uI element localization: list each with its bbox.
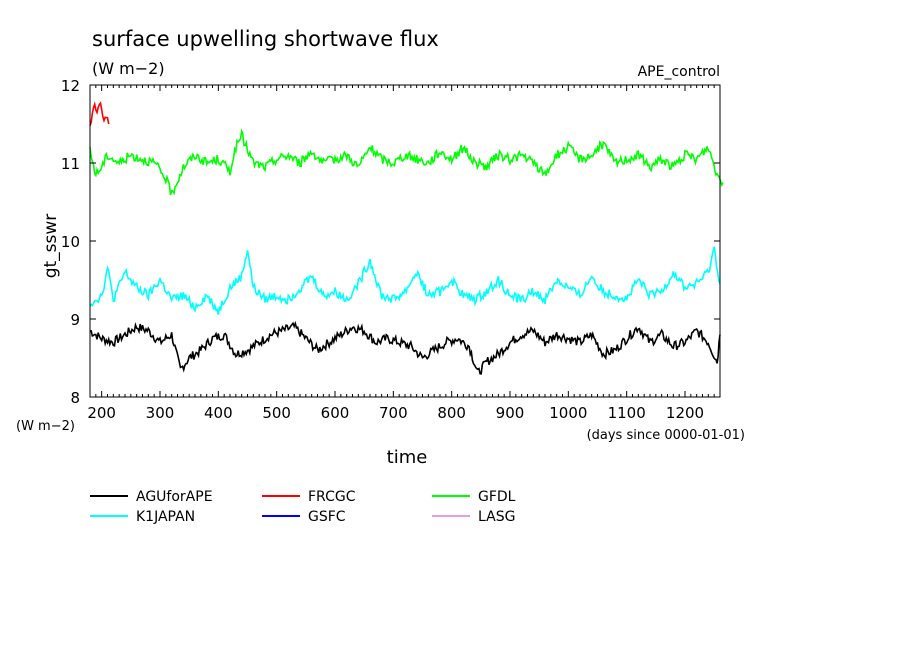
legend-label-k1japan: K1JAPAN <box>136 509 195 525</box>
chart-title: surface upwelling shortwave flux <box>92 27 439 51</box>
x-tick-label: 1100 <box>608 404 646 422</box>
x-tick-label: 600 <box>321 404 350 422</box>
x-tick-label: 1200 <box>666 404 704 422</box>
x-tick-label: 1000 <box>549 404 587 422</box>
legend-label-gsfc: GSFC <box>308 509 346 525</box>
y-tick-label: 8 <box>70 389 80 407</box>
x-axis-label: time <box>387 447 428 468</box>
series-line-gfdl <box>89 127 724 196</box>
series-line-frcgc <box>89 101 110 127</box>
y-tick-label: 12 <box>61 77 80 95</box>
experiment-label: APE_control <box>638 64 720 80</box>
x-tick-label: 500 <box>262 404 291 422</box>
chart-units: (W m−2) <box>92 59 165 78</box>
legend: AGUforAPE FRCGC GFDL K1JAPAN GSFC LASG <box>90 489 516 525</box>
legend-label-frcgc: FRCGC <box>308 489 356 505</box>
x-tick-label: 900 <box>496 404 525 422</box>
x-tick-label: 300 <box>146 404 175 422</box>
series-line-aguforape <box>89 320 721 375</box>
plot-frame <box>89 84 721 398</box>
x-units-label: (days since 0000-01-01) <box>587 428 745 443</box>
x-tick-label: 800 <box>437 404 466 422</box>
y-units-label: (W m−2) <box>16 419 75 434</box>
legend-label-aguforape: AGUforAPE <box>136 489 213 505</box>
x-tick-label: 400 <box>204 404 233 422</box>
legend-label-lasg: LASG <box>478 509 515 525</box>
legend-label-gfdl: GFDL <box>478 489 516 505</box>
y-axis-label: gt_sswr <box>41 214 61 279</box>
x-ticks: 200 300 400 500 600 700 800 900 1000 1100 1200 <box>87 85 721 422</box>
y-ticks: 8 9 10 11 12 <box>61 77 720 407</box>
series-line-k1japan <box>89 246 721 315</box>
y-tick-label: 10 <box>61 233 80 251</box>
y-tick-label: 11 <box>61 155 80 173</box>
series-layer <box>89 101 724 375</box>
y-tick-label: 9 <box>70 311 80 329</box>
x-tick-label: 200 <box>87 404 116 422</box>
x-tick-label: 700 <box>379 404 408 422</box>
